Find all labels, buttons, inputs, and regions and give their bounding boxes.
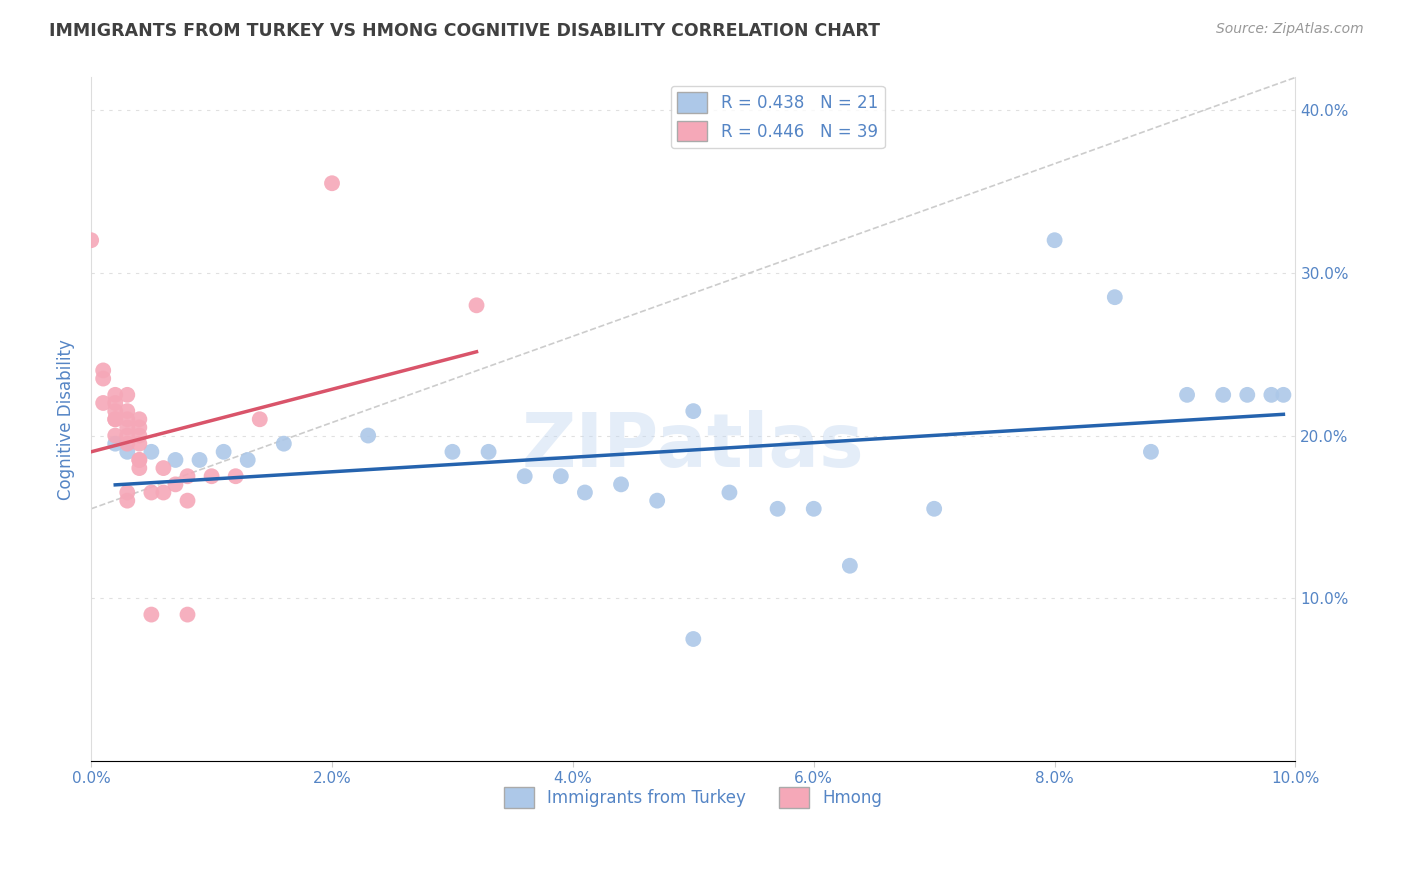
Point xyxy=(1104,290,1126,304)
Point xyxy=(104,396,127,410)
Point xyxy=(465,298,488,312)
Point xyxy=(91,363,114,377)
Point xyxy=(200,469,222,483)
Point xyxy=(1236,388,1258,402)
Point xyxy=(188,453,211,467)
Point xyxy=(128,420,150,434)
Point xyxy=(718,485,741,500)
Point xyxy=(321,176,343,190)
Point xyxy=(225,469,247,483)
Point xyxy=(141,445,163,459)
Point xyxy=(117,412,139,426)
Point xyxy=(477,445,499,459)
Point xyxy=(165,453,187,467)
Text: Source: ZipAtlas.com: Source: ZipAtlas.com xyxy=(1216,22,1364,37)
Point xyxy=(1212,388,1234,402)
Point xyxy=(273,436,295,450)
Point xyxy=(212,445,235,459)
Point xyxy=(766,501,789,516)
Point xyxy=(574,485,596,500)
Y-axis label: Cognitive Disability: Cognitive Disability xyxy=(58,339,75,500)
Point xyxy=(117,436,139,450)
Point xyxy=(117,445,139,459)
Point xyxy=(803,501,825,516)
Point xyxy=(441,445,464,459)
Point xyxy=(117,388,139,402)
Point xyxy=(104,388,127,402)
Point xyxy=(176,469,198,483)
Point xyxy=(91,396,114,410)
Point xyxy=(1043,233,1066,247)
Point xyxy=(165,477,187,491)
Point xyxy=(91,371,114,385)
Point xyxy=(610,477,633,491)
Point xyxy=(117,493,139,508)
Point xyxy=(176,607,198,622)
Point xyxy=(513,469,536,483)
Point xyxy=(104,412,127,426)
Point xyxy=(1272,388,1295,402)
Point xyxy=(682,404,704,418)
Point xyxy=(104,428,127,442)
Point xyxy=(128,461,150,475)
Point xyxy=(141,607,163,622)
Point xyxy=(128,412,150,426)
Point xyxy=(141,485,163,500)
Point xyxy=(117,404,139,418)
Point xyxy=(550,469,572,483)
Point xyxy=(117,428,139,442)
Point xyxy=(236,453,259,467)
Point xyxy=(128,453,150,467)
Text: IMMIGRANTS FROM TURKEY VS HMONG COGNITIVE DISABILITY CORRELATION CHART: IMMIGRANTS FROM TURKEY VS HMONG COGNITIV… xyxy=(49,22,880,40)
Point xyxy=(152,461,174,475)
Point xyxy=(104,436,127,450)
Point xyxy=(128,453,150,467)
Point xyxy=(1140,445,1163,459)
Point xyxy=(80,233,103,247)
Point xyxy=(104,412,127,426)
Legend: Immigrants from Turkey, Hmong: Immigrants from Turkey, Hmong xyxy=(498,780,890,814)
Point xyxy=(117,485,139,500)
Point xyxy=(176,493,198,508)
Point xyxy=(152,485,174,500)
Point xyxy=(357,428,380,442)
Point xyxy=(922,501,945,516)
Point xyxy=(1175,388,1198,402)
Point xyxy=(838,558,860,573)
Point xyxy=(117,420,139,434)
Point xyxy=(1260,388,1282,402)
Text: ZIPatlas: ZIPatlas xyxy=(522,410,865,483)
Point xyxy=(682,632,704,646)
Point xyxy=(645,493,668,508)
Point xyxy=(128,436,150,450)
Point xyxy=(104,404,127,418)
Point xyxy=(249,412,271,426)
Point xyxy=(128,428,150,442)
